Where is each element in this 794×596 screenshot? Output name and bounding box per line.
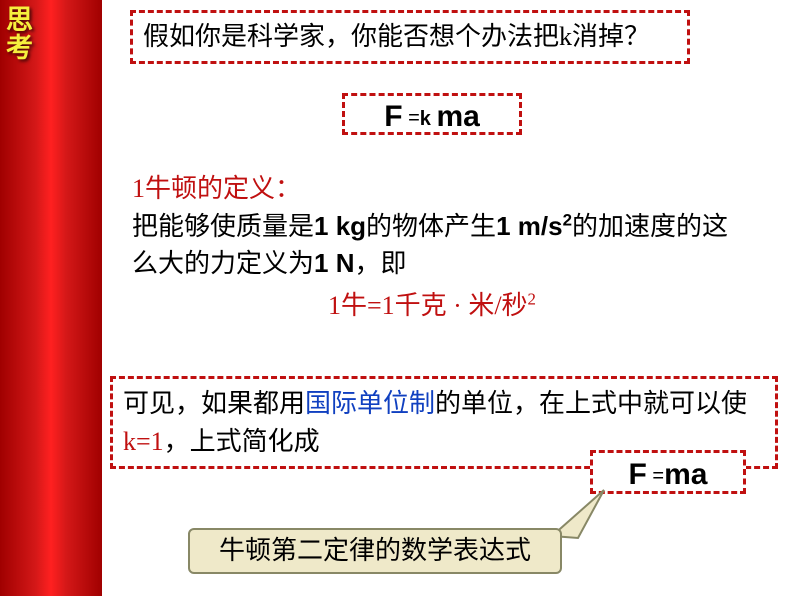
vertical-label: 思 考 <box>6 6 42 63</box>
box2-t2: 国际单位制 <box>305 389 435 418</box>
formula2-F: F <box>629 458 647 491</box>
vert-char-2: 考 <box>6 34 42 62</box>
callout-text: 牛顿第二定律的数学表达式 <box>219 536 531 565</box>
body-d: 1 m/s2 <box>496 211 572 241</box>
body-c: 的物体产生 <box>366 211 496 241</box>
heading-num: 1 <box>132 174 145 203</box>
body-f: 1 N <box>314 248 354 278</box>
content-area: 假如你是科学家，你能否想个办法把k消掉？ F =k ma 1牛顿的定义： 把能够… <box>102 0 794 596</box>
question-text: 假如你是科学家，你能否想个办法把k消掉？ <box>143 22 650 51</box>
vert-char-1: 思 <box>6 6 42 34</box>
unit-a: 1牛=1千克 · 米/秒 <box>328 291 528 320</box>
body-g: ，即 <box>354 248 406 278</box>
formula1-eq: = <box>403 107 420 129</box>
definition-heading: 1牛顿的定义： <box>132 170 732 208</box>
box2-t1: 可见，如果都用 <box>123 389 305 418</box>
callout-box: 牛顿第二定律的数学表达式 <box>188 528 562 574</box>
body-b: 1 kg <box>314 211 366 241</box>
red-sidebar <box>0 0 102 596</box>
formula2-eq: = <box>647 465 664 487</box>
formula1-F: F <box>384 100 402 133</box>
formula-f-eq-kma: F =k ma <box>342 93 522 135</box>
definition-body: 把能够使质量是1 kg的物体产生1 m/s2的加速度的这么大的力定义为1 N，即 <box>132 208 732 283</box>
box2-t4: k=1 <box>123 427 164 456</box>
formula2-ma: ma <box>664 458 707 491</box>
box2-t5: ，上式简化成 <box>164 427 320 456</box>
formula1-ma: ma <box>436 100 479 133</box>
heading-rest: 牛顿的定义： <box>145 174 301 203</box>
unit-sup: 2 <box>528 289 536 308</box>
body-a: 把能够使质量是 <box>132 211 314 241</box>
definition-block: 1牛顿的定义： 把能够使质量是1 kg的物体产生1 m/s2的加速度的这么大的力… <box>132 170 732 325</box>
question-box: 假如你是科学家，你能否想个办法把k消掉？ <box>130 10 690 64</box>
unit-equation: 1牛=1千克 · 米/秒2 <box>132 287 732 325</box>
box2-t3: 的单位，在上式中就可以使 <box>435 389 747 418</box>
formula1-k: k <box>420 108 437 130</box>
